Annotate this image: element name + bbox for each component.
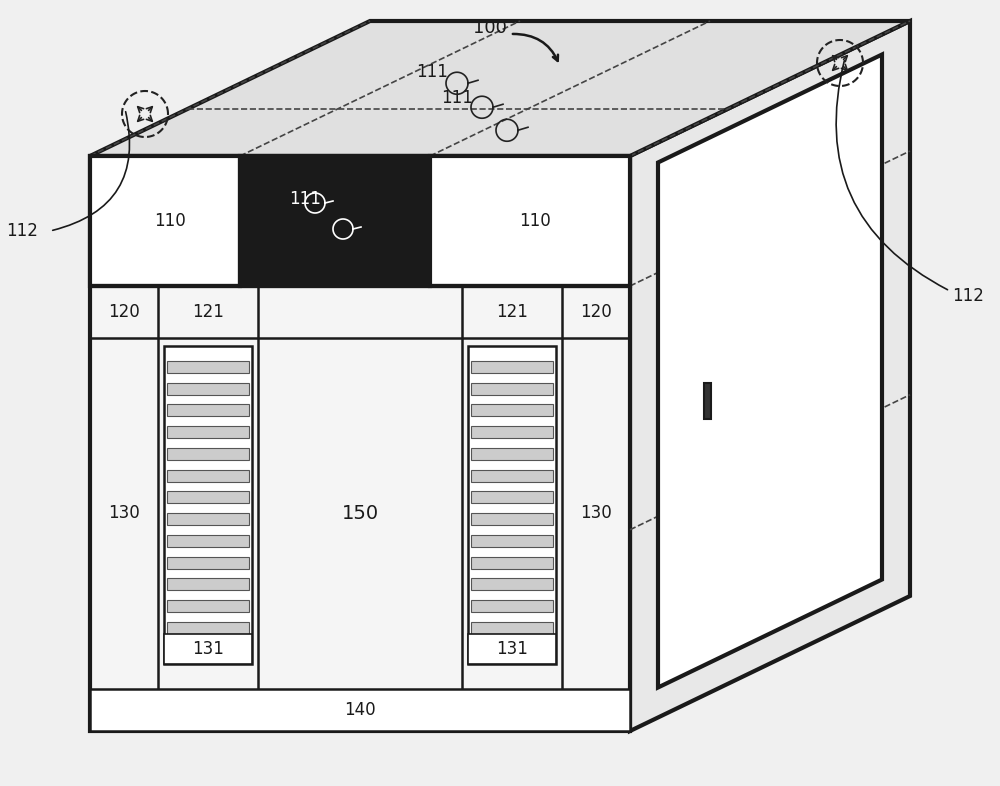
Bar — [471, 556, 553, 569]
Bar — [471, 491, 553, 503]
Text: 120: 120 — [580, 303, 612, 321]
Bar — [430, 156, 630, 286]
Bar — [167, 601, 249, 612]
Polygon shape — [90, 21, 910, 156]
Text: 121: 121 — [496, 303, 528, 321]
Bar — [471, 535, 553, 547]
Text: 120: 120 — [108, 303, 140, 321]
Bar — [164, 634, 252, 664]
Bar — [471, 622, 553, 634]
Text: 121: 121 — [192, 303, 224, 321]
Text: 112: 112 — [6, 222, 38, 240]
Text: 150: 150 — [341, 504, 379, 523]
Text: 131: 131 — [192, 640, 224, 658]
Bar — [167, 578, 249, 590]
Text: 112: 112 — [952, 287, 984, 305]
Text: 111: 111 — [416, 63, 448, 81]
Text: 111: 111 — [441, 90, 473, 107]
Bar — [167, 361, 249, 373]
Bar — [90, 689, 630, 731]
Bar — [167, 448, 249, 460]
Bar — [471, 448, 553, 460]
Text: 110: 110 — [154, 212, 186, 230]
Bar — [167, 470, 249, 482]
Bar — [167, 535, 249, 547]
Bar — [471, 426, 553, 438]
Text: 130: 130 — [108, 505, 140, 523]
Bar — [468, 634, 556, 664]
Bar — [471, 601, 553, 612]
Bar — [704, 383, 711, 419]
Text: 131: 131 — [496, 640, 528, 658]
Polygon shape — [630, 21, 910, 731]
Bar — [471, 513, 553, 525]
Bar — [471, 361, 553, 373]
Text: 130: 130 — [580, 505, 612, 523]
Bar — [240, 156, 430, 286]
Bar — [167, 404, 249, 417]
Bar — [164, 346, 252, 664]
Bar — [167, 426, 249, 438]
Bar — [167, 383, 249, 395]
Polygon shape — [658, 54, 882, 688]
Bar — [471, 383, 553, 395]
Bar — [167, 556, 249, 569]
Bar — [471, 470, 553, 482]
Bar — [167, 491, 249, 503]
Text: 110: 110 — [519, 212, 551, 230]
Bar — [167, 513, 249, 525]
Text: 100: 100 — [473, 19, 507, 37]
Bar — [90, 156, 240, 286]
Bar — [471, 578, 553, 590]
Bar — [468, 346, 556, 664]
Text: 111: 111 — [289, 190, 321, 208]
Bar — [471, 404, 553, 417]
Bar — [90, 156, 630, 731]
Bar — [167, 622, 249, 634]
Text: 140: 140 — [344, 701, 376, 719]
